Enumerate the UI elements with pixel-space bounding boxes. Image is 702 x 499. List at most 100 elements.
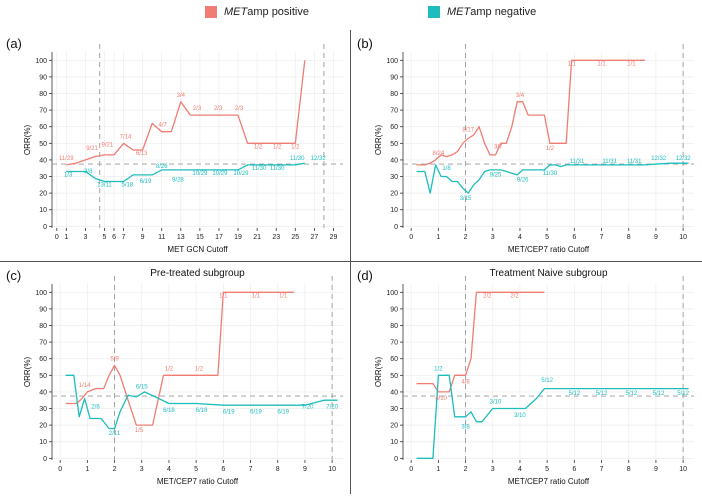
x-tick-label: 11 <box>158 234 165 241</box>
legend-label-positive: METamp positive <box>224 6 309 18</box>
y-tick-label: 50 <box>39 373 47 380</box>
x-tick-label: 9 <box>141 234 145 241</box>
data-label: 11/30 <box>270 166 285 172</box>
panel-tag: (d) <box>357 268 373 283</box>
x-tick-label: 21 <box>253 234 261 241</box>
y-tick-label: 100 <box>386 58 398 65</box>
data-label: 12/32 <box>676 156 692 162</box>
y-tick-label: 0 <box>43 224 47 231</box>
x-tick-label: 9 <box>654 466 658 473</box>
x-tick-label: 29 <box>330 234 338 241</box>
data-label: 3/10 <box>514 413 526 419</box>
data-label: 5/12 <box>541 378 553 384</box>
data-label: 8/24 <box>433 151 445 157</box>
y-tick-label: 40 <box>390 157 398 164</box>
panel-a: (a) 0 10 20 30 40 50 60 70 80 90 100 0 1 3 5 6 7 9 11 13 15 17… <box>0 30 351 262</box>
y-tick-label: 30 <box>39 406 47 413</box>
data-label: 7/20 <box>302 405 314 411</box>
x-axis-label: MET/CEP7 ratio Cutoff <box>508 245 590 254</box>
data-label: 9/25 <box>490 173 502 179</box>
x-axis-label: MET/CEP7 ratio Cutoff <box>157 477 239 486</box>
data-label: 9/21 <box>86 146 98 152</box>
data-label: 3/4 <box>516 93 525 99</box>
series-line-negative <box>416 162 689 194</box>
panel-d: (d) Treatment Naive subgroup 0 10 20 30 40 50 60… <box>351 262 702 494</box>
x-tick-label: 2 <box>113 466 117 473</box>
y-tick-label: 10 <box>39 207 47 214</box>
x-tick-label: 5 <box>194 466 198 473</box>
y-tick-label: 60 <box>39 124 47 131</box>
x-tick-label: 1 <box>64 234 68 241</box>
x-tick-label: 25 <box>291 234 299 241</box>
y-tick-label: 60 <box>390 124 398 131</box>
data-label: 2/11 <box>109 431 121 437</box>
series-line-negative <box>416 374 689 459</box>
data-label: 7/20 <box>326 405 338 411</box>
data-label: 4/10 <box>435 396 447 402</box>
data-label: 5/9 <box>110 356 119 362</box>
x-tick-label: 0 <box>58 466 62 473</box>
data-label: 12/32 <box>311 156 327 162</box>
data-label: 10/29 <box>233 171 249 177</box>
data-label: 1/2 <box>195 366 204 372</box>
x-tick-label: 5 <box>545 234 549 241</box>
data-label: 1/1 <box>279 293 288 299</box>
data-label: 8/17 <box>462 128 474 134</box>
x-tick-label: 19 <box>234 234 242 241</box>
data-label: 5/12 <box>626 391 638 397</box>
data-label: 6/18 <box>196 408 208 414</box>
data-label: 6/19 <box>140 179 152 185</box>
y-tick-label: 80 <box>39 91 47 98</box>
x-tick-label: 9 <box>303 466 307 473</box>
x-tick-label: 1 <box>436 234 440 241</box>
y-tick-label: 100 <box>386 290 398 297</box>
x-tick-label: 5 <box>545 466 549 473</box>
y-tick-label: 30 <box>390 174 398 181</box>
chart-title: Treatment Naive subgroup <box>489 268 607 279</box>
data-label: 1/3 <box>64 173 73 179</box>
data-label: 1/1 <box>627 61 636 67</box>
legend-item-positive: METamp positive <box>205 6 309 18</box>
y-tick-label: 90 <box>390 306 398 313</box>
y-tick-label: 70 <box>39 108 47 115</box>
data-label: 2/3 <box>193 106 202 112</box>
y-axis-label: ORR(%) <box>23 357 32 388</box>
x-tick-label: 10 <box>328 466 336 473</box>
data-label: 5/12 <box>653 391 665 397</box>
x-tick-label: 10 <box>679 466 687 473</box>
data-label: 7/14 <box>120 134 132 140</box>
data-label: 1/2 <box>434 366 443 372</box>
y-tick-label: 20 <box>39 423 47 430</box>
y-tick-label: 80 <box>390 323 398 330</box>
x-tick-label: 3 <box>491 466 495 473</box>
data-label: 11/30 <box>252 166 267 172</box>
data-label: 9/28 <box>172 178 184 184</box>
data-label: 3/4 <box>177 93 186 99</box>
data-label: 13/11 <box>97 182 112 188</box>
y-tick-label: 90 <box>39 74 47 81</box>
x-tick-label: 0 <box>409 466 413 473</box>
x-tick-label: 6 <box>112 234 116 241</box>
x-axis-label: MET/CEP7 ratio Cutoff <box>508 477 590 486</box>
chart-b: (b) 0 10 20 30 40 50 60 70 80 90 100 0 1 2 3 4 5 6 7 8 9 10 MET… <box>357 36 694 254</box>
data-label: 1/2 <box>254 144 263 150</box>
y-tick-label: 90 <box>390 74 398 81</box>
y-tick-label: 60 <box>390 356 398 363</box>
data-label: 11/29 <box>59 156 74 162</box>
x-tick-label: 4 <box>518 234 522 241</box>
data-label: 4/8 <box>461 380 470 386</box>
data-label: 5/18 <box>122 182 134 188</box>
data-label: 9/26 <box>517 178 529 184</box>
data-label: 6/18 <box>163 408 175 414</box>
series-line-positive <box>416 291 545 393</box>
y-axis-label: ORR(%) <box>374 125 383 156</box>
data-label: 11/30 <box>290 156 305 162</box>
x-tick-label: 3 <box>140 466 144 473</box>
data-label: 3/10 <box>490 400 502 406</box>
y-tick-label: 70 <box>39 340 47 347</box>
series-line-positive <box>66 60 306 166</box>
y-tick-label: 40 <box>39 157 47 164</box>
x-tick-label: 3 <box>83 234 87 241</box>
y-tick-label: 10 <box>39 439 47 446</box>
y-axis-label: ORR(%) <box>23 125 32 156</box>
